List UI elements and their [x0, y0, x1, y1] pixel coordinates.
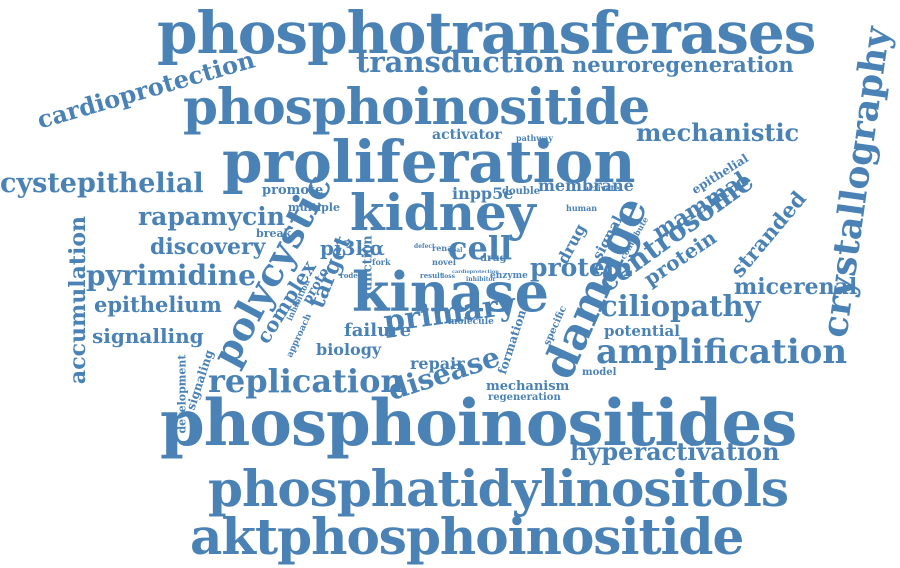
word: proliferation [222, 128, 636, 196]
word: phosphotransferases [157, 0, 816, 67]
word: phosphoinositides [160, 386, 797, 461]
word: mechanistic [636, 118, 800, 147]
word: micerenal [734, 274, 858, 300]
word: transduction [356, 45, 565, 79]
word: model [582, 367, 617, 378]
word: cardioprotection [452, 269, 499, 275]
word: regeneration [488, 392, 561, 403]
word: enzyme [490, 271, 528, 281]
word: result [420, 271, 444, 280]
word: discovery [150, 234, 266, 260]
word: activate [584, 183, 620, 193]
word: development [175, 354, 189, 434]
word: membrane [538, 176, 634, 195]
word: inhibitor [466, 276, 496, 283]
word: drug [480, 253, 507, 264]
word: function [360, 235, 376, 297]
word: potential [604, 322, 680, 340]
word: promote [262, 183, 324, 198]
word: crystallography [813, 24, 899, 340]
word: failure [344, 320, 412, 341]
word: renal [432, 243, 456, 253]
word: ciliopathy [600, 289, 761, 323]
word: biology [316, 340, 382, 359]
word: amplification [596, 332, 848, 372]
word: novel [432, 257, 456, 267]
word: hyperactivation [570, 437, 780, 466]
word: phosphatidylinositols [208, 459, 789, 518]
word: loss [442, 273, 456, 280]
word: kinase [352, 260, 549, 324]
word: human [566, 203, 598, 213]
word: protein [530, 253, 633, 282]
word: rodent [340, 271, 367, 280]
word: cell [448, 229, 513, 267]
word: cystepithelial [0, 168, 204, 199]
word: epithelium [94, 292, 222, 317]
word: multiple [288, 201, 340, 214]
word: pyrimidine [86, 259, 256, 292]
word: accumulation [65, 215, 91, 385]
word: kidney [350, 183, 536, 242]
word: goal [448, 247, 463, 254]
word: pathway [516, 133, 554, 143]
word: neuroregeneration [572, 52, 794, 77]
word: fork [372, 257, 391, 267]
word: defect [414, 243, 435, 250]
word: inpp5e [452, 184, 514, 203]
word: mechanism [486, 379, 570, 394]
word: double [502, 186, 541, 197]
word: break [256, 227, 292, 240]
word: repair [410, 354, 465, 373]
word: rapamycin [138, 202, 285, 231]
word: molecule [448, 317, 494, 327]
word: activator [432, 127, 502, 143]
word: aktphosphoinositide [190, 507, 744, 566]
word: signalling [92, 324, 204, 348]
word: replication [208, 362, 404, 400]
word: pi3kα [320, 236, 385, 260]
word: phosphoinositide [183, 77, 650, 136]
